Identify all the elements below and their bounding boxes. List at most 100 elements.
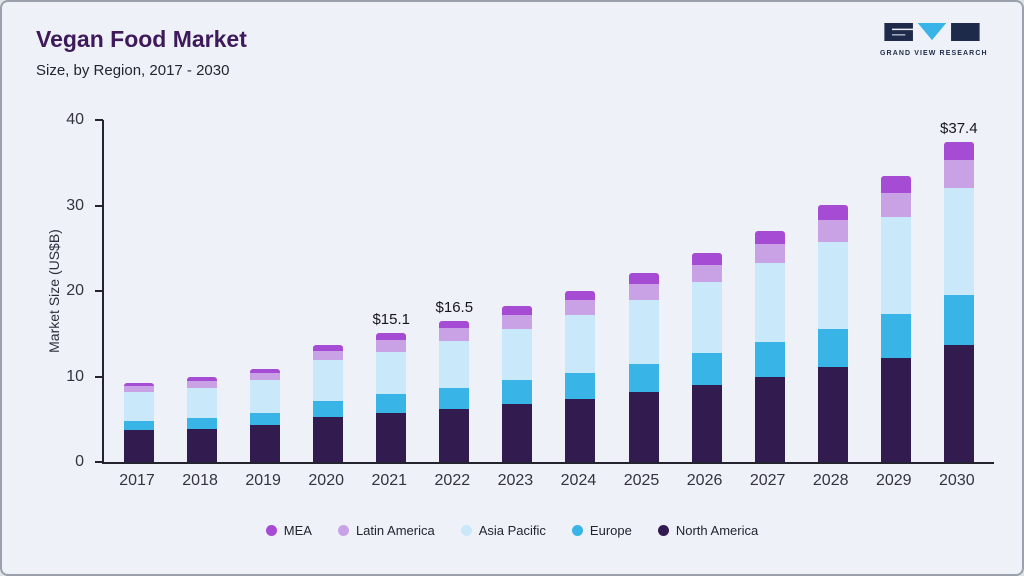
segment-mea-2023 [502, 306, 533, 315]
bar-value-label-2030: $37.4 [940, 120, 978, 138]
segment-asia-pacific-2020 [313, 360, 344, 402]
segment-latin-america-2017 [124, 385, 154, 392]
segment-europe-2029 [880, 314, 911, 358]
y-tick-label-40: 40 [66, 111, 84, 128]
segment-asia-pacific-2021 [376, 351, 407, 395]
segment-north-america-2030 [943, 344, 974, 462]
x-tick-label-2022: 2022 [434, 472, 471, 489]
segment-asia-pacific-2023 [502, 328, 533, 380]
segment-latin-america-2030 [943, 160, 974, 188]
segment-mea-2025 [628, 273, 659, 285]
legend-label-mea: MEA [283, 523, 312, 538]
legend-item-europe: Europe [571, 523, 632, 538]
brand-logo: GRAND VIEW RESEARCH [880, 22, 988, 57]
segment-asia-pacific-2030 [943, 187, 974, 296]
x-tick-label-2018: 2018 [182, 472, 218, 489]
legend-label-north-america: North America [675, 523, 759, 538]
y-tick-mark [95, 375, 103, 378]
segment-north-america-2025 [628, 391, 659, 462]
x-tick-label-2029: 2029 [875, 472, 912, 489]
segment-latin-america-2028 [817, 220, 848, 243]
segment-north-america-2017 [124, 430, 154, 462]
segment-asia-pacific-2027 [754, 262, 785, 343]
y-tick-mark [95, 204, 103, 207]
segment-mea-2017 [124, 382, 154, 386]
x-tick-label-2026: 2026 [686, 472, 723, 489]
segment-north-america-2018 [187, 428, 218, 462]
brand-logo-text: GRAND VIEW RESEARCH [880, 50, 988, 57]
y-tick-mark [95, 461, 103, 463]
bar-column-2019 [244, 120, 286, 462]
bar-column-2017 [118, 120, 160, 462]
bar-2018 [187, 376, 218, 462]
legend-swatch-asia-pacific [460, 525, 472, 536]
bar-2017 [124, 382, 154, 462]
segment-europe-2026 [691, 352, 722, 386]
segment-latin-america-2027 [754, 244, 785, 263]
segment-asia-pacific-2028 [817, 242, 848, 329]
y-tick-mark [95, 290, 103, 292]
segment-mea-2027 [754, 231, 785, 245]
segment-mea-2018 [187, 376, 218, 381]
segment-latin-america-2018 [187, 380, 218, 388]
segment-latin-america-2023 [502, 314, 533, 329]
bar-2019 [250, 368, 281, 462]
plot-area: $15.1 $16.5 $37.4 [104, 120, 994, 462]
bar-column-2022: $16.5 [433, 120, 475, 462]
segment-europe-2019 [250, 413, 281, 426]
bar-2020 [313, 344, 344, 462]
segment-mea-2020 [313, 344, 344, 351]
segment-europe-2025 [628, 363, 659, 392]
x-tick-label-2020: 2020 [308, 472, 344, 489]
segment-mea-2024 [565, 291, 596, 301]
y-tick-mark [95, 119, 103, 121]
bar-2028 [817, 204, 848, 462]
x-tick-label-2027: 2027 [749, 472, 786, 489]
segment-asia-pacific-2018 [187, 387, 218, 419]
segment-asia-pacific-2029 [880, 216, 911, 315]
segment-north-america-2027 [754, 376, 785, 462]
bar-2022 [439, 320, 470, 462]
x-tick-label-2019: 2019 [245, 472, 281, 489]
segment-latin-america-2026 [691, 264, 722, 283]
bar-column-2023 [496, 120, 538, 462]
legend-item-mea: MEA [265, 523, 312, 538]
y-tick-label-0: 0 [75, 453, 84, 470]
bar-2026 [691, 252, 722, 462]
grand-view-research-logo-icon [884, 22, 980, 42]
segment-mea-2021 [376, 332, 407, 340]
bar-2024 [565, 291, 596, 462]
segment-latin-america-2022 [439, 327, 470, 341]
bar-column-2021: $15.1 [370, 120, 412, 462]
legend-label-europe: Europe [589, 523, 632, 538]
segment-latin-america-2020 [313, 350, 344, 361]
bar-column-2024 [559, 120, 601, 462]
page-title: Vegan Food Market [36, 26, 247, 52]
segment-europe-2027 [754, 342, 785, 377]
bar-column-2027 [749, 120, 791, 462]
y-tick-label-10: 10 [66, 367, 84, 385]
segment-latin-america-2024 [565, 300, 596, 315]
segment-asia-pacific-2017 [124, 391, 154, 421]
bar-column-2018 [181, 120, 223, 462]
segment-mea-2029 [880, 175, 911, 193]
segment-mea-2030 [943, 142, 974, 161]
segment-asia-pacific-2024 [565, 314, 596, 374]
legend-swatch-north-america [657, 525, 669, 536]
bar-2029 [880, 175, 911, 462]
segment-europe-2023 [502, 379, 533, 404]
legend-label-latin-america: Latin America [355, 523, 435, 538]
x-tick-label-2023: 2023 [497, 472, 534, 489]
bar-column-2025 [623, 120, 665, 462]
x-tick-label-2028: 2028 [812, 472, 849, 489]
bar-column-2026 [686, 120, 728, 462]
x-tick-label-2025: 2025 [623, 472, 660, 489]
segment-asia-pacific-2025 [628, 300, 659, 364]
segment-latin-america-2025 [628, 284, 659, 301]
bar-column-2028 [812, 120, 854, 462]
bar-column-2030: $37.4 [938, 120, 980, 462]
segment-europe-2030 [943, 295, 974, 345]
x-tick-label-2017: 2017 [119, 472, 155, 489]
segment-europe-2018 [187, 418, 218, 429]
segment-north-america-2019 [250, 425, 281, 462]
